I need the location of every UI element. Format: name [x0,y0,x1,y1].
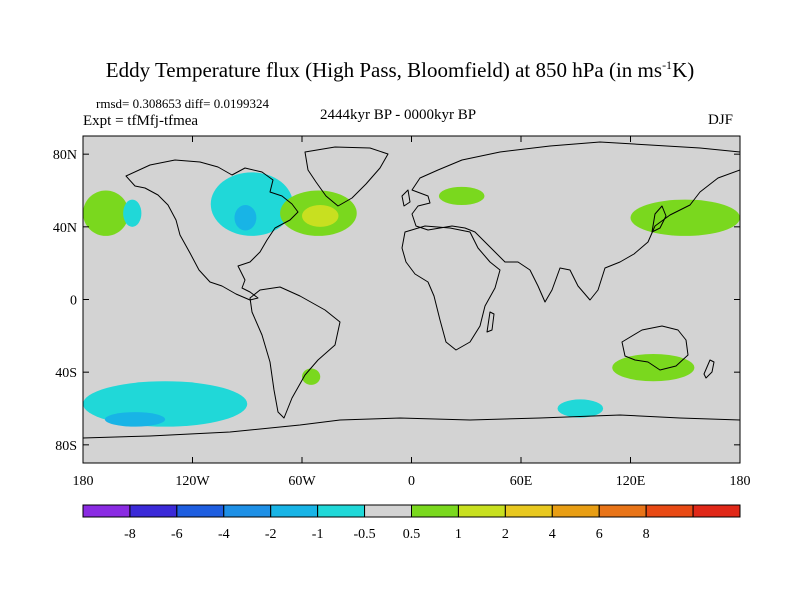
colorbar-swatch [176,504,225,518]
coastline-japan [651,205,667,233]
anomaly-region-2 [210,172,293,236]
lat-tick-label: 0 [70,294,77,309]
colorbar-label: -6 [171,527,183,542]
lon-tick-label: 120E [616,474,646,489]
colorbar-label: -1 [312,527,324,542]
chart-title: Eddy Temperature flux (High Pass, Bloomf… [105,58,695,82]
coastline-australia [621,325,689,371]
colorbar: -8 -6 -4 -2 -1 -0.5 0.5 1 2 4 6 8 [82,504,741,542]
stats-label: rmsd= 0.308653 diff= 0.0199324 [96,96,269,111]
axis-ticks: 80N 40N 0 40S 80S 180 120W 60W 0 60E 120E 180 [53,136,751,489]
colorbar-swatch [645,504,694,518]
coastline-north-america [125,159,299,301]
colorbar-swatch [317,504,366,518]
lat-tick-label: 80S [55,439,77,454]
colorbar-label: 2 [502,527,509,542]
lon-tick-label: 60W [288,474,316,489]
anomaly-region-3 [234,205,257,231]
lat-tick-label: 40S [55,366,77,381]
lon-tick-label: 0 [408,474,415,489]
anomaly-region-10 [612,354,695,382]
coastline-uk [401,189,411,207]
colorbar-swatch [692,504,741,518]
anomaly-region-1 [123,199,142,227]
coastline-africa [401,225,501,351]
colorbar-label: 6 [596,527,603,542]
lon-tick-label: 60E [510,474,533,489]
experiment-label: Expt = tfMfj-tfmea [83,113,199,129]
coastline-greenland [304,146,389,207]
coastline-south-america [249,286,341,419]
colorbar-label: 0.5 [403,527,421,542]
colorbar-swatch [364,504,413,518]
coastline-new-zealand [703,359,715,379]
season-label: DJF [708,112,734,128]
colorbar-label: -4 [218,527,230,542]
colorbar-swatch [129,504,178,518]
coastline-madagascar [486,311,495,333]
lat-tick-label: 40N [53,221,77,236]
anomaly-region-0 [83,190,129,236]
coastline-antarctica [83,414,740,439]
coastlines [83,141,740,439]
anomaly-region-7 [630,199,740,236]
anomaly-region-5 [302,205,339,227]
colorbar-swatch [270,504,319,518]
lat-tick-label: 80N [53,148,77,163]
colorbar-swatch [223,504,272,518]
colorbar-label: -2 [265,527,277,542]
anomaly-region-6 [438,186,485,206]
anomaly-region-12 [557,399,604,418]
colorbar-label: -0.5 [353,527,375,542]
anomaly-region-11 [302,368,321,385]
colorbar-label: -8 [124,527,136,542]
colorbar-swatch [457,504,506,518]
anomaly-field [83,172,740,427]
colorbar-swatch [411,504,459,518]
lon-tick-label: 180 [730,474,751,489]
colorbar-swatch [598,504,647,518]
colorbar-swatch [82,504,131,518]
lon-tick-label: 180 [73,474,94,489]
colorbar-label: 1 [455,527,462,542]
colorbar-swatch [551,504,600,518]
colorbar-label: 4 [549,527,556,542]
period-label: 2444kyr BP - 0000kyr BP [320,107,477,123]
map-plot-area [83,136,740,463]
colorbar-label: 8 [643,527,650,542]
colorbar-swatch [504,504,553,518]
lon-tick-label: 120W [175,474,210,489]
anomaly-region-9 [104,412,166,427]
